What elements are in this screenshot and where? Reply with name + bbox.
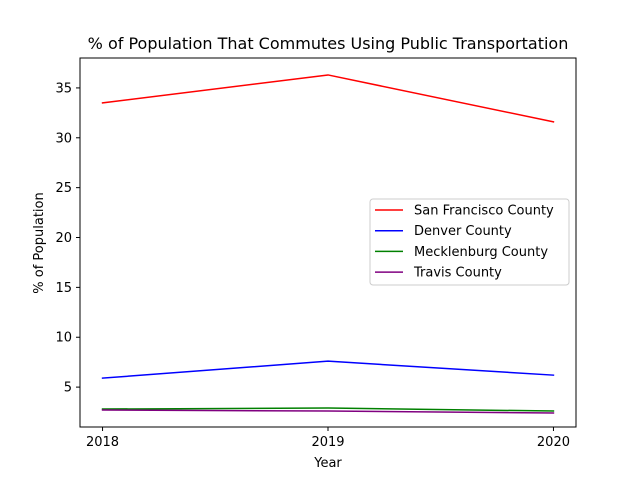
y-tick-label: 20 xyxy=(55,231,72,246)
x-tick-label: 2020 xyxy=(537,435,570,450)
legend-label-0: San Francisco County xyxy=(414,204,554,219)
y-tick-label: 25 xyxy=(55,181,72,196)
x-tick-label: 2018 xyxy=(86,435,119,450)
series-line-2 xyxy=(101,407,555,412)
y-axis-ticks: 5 10 15 20 25 30 35 xyxy=(55,81,80,396)
y-axis-label: % of Population xyxy=(32,192,47,293)
series-line-3 xyxy=(101,409,555,414)
legend-label-2: Mecklenburg County xyxy=(414,245,548,260)
y-tick-label: 10 xyxy=(55,331,72,346)
x-tick-label: 2019 xyxy=(311,435,344,450)
legend-label-1: Denver County xyxy=(414,224,512,239)
y-tick-label: 35 xyxy=(55,81,72,96)
legend: San Francisco County Denver County Mecklen… xyxy=(369,198,570,286)
series-line-0 xyxy=(101,74,555,123)
y-tick-label: 30 xyxy=(55,131,72,146)
legend-items: San Francisco County Denver County Mecklen… xyxy=(375,204,554,281)
series-line-1 xyxy=(101,360,555,379)
x-axis-label: Year xyxy=(313,456,342,471)
x-axis-ticks: 2018 2019 2020 xyxy=(86,427,570,450)
chart-title: % of Population That Commutes Using Publ… xyxy=(88,34,569,53)
series-lines xyxy=(101,74,555,414)
legend-box xyxy=(369,198,570,286)
legend-label-3: Travis County xyxy=(413,266,502,281)
y-tick-label: 5 xyxy=(64,381,72,396)
y-tick-label: 15 xyxy=(55,281,72,296)
